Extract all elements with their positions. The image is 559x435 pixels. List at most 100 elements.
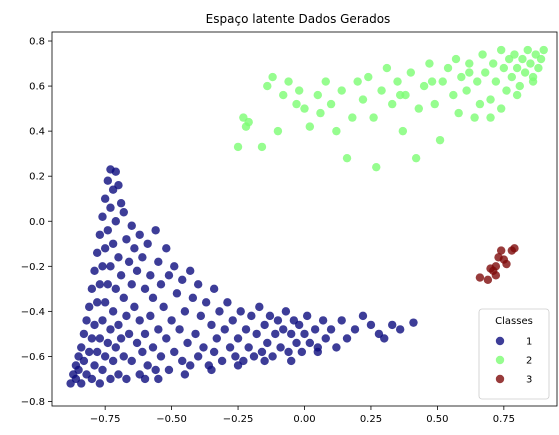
point-series-2 <box>313 90 322 100</box>
point-series-2 <box>491 77 501 86</box>
point-series-1 <box>409 318 418 327</box>
point-series-1 <box>183 338 192 348</box>
x-tick-label: 0.00 <box>293 414 315 425</box>
point-series-2 <box>419 81 429 91</box>
point-series-1 <box>140 329 150 339</box>
point-series-1 <box>135 316 144 325</box>
point-series-2 <box>372 162 381 172</box>
point-series-2 <box>263 81 272 91</box>
point-series-2 <box>233 142 243 152</box>
y-tick-label: −0.2 <box>21 262 45 273</box>
point-series-2 <box>534 63 543 73</box>
point-series-2 <box>425 59 434 68</box>
point-series-2 <box>393 77 402 86</box>
point-series-1 <box>217 356 227 366</box>
point-series-2 <box>268 72 277 82</box>
point-series-2 <box>353 77 362 86</box>
point-series-2 <box>518 54 527 64</box>
point-series-1 <box>119 293 128 303</box>
point-series-2 <box>427 77 437 86</box>
y-tick-label: −0.8 <box>21 397 45 408</box>
point-series-1 <box>98 316 107 325</box>
point-series-1 <box>116 334 126 343</box>
legend: Classes 1 2 3 <box>478 308 550 400</box>
point-series-1 <box>209 284 219 294</box>
point-series-2 <box>526 59 535 68</box>
point-series-1 <box>140 374 150 384</box>
point-series-1 <box>127 356 136 366</box>
y-tick-label: −0.6 <box>21 352 45 363</box>
point-series-1 <box>103 338 113 348</box>
point-series-1 <box>140 284 150 294</box>
point-series-1 <box>162 334 171 343</box>
point-series-1 <box>106 262 115 271</box>
point-series-2 <box>348 113 357 122</box>
point-series-1 <box>90 361 99 370</box>
point-series-1 <box>225 343 235 352</box>
point-series-2 <box>539 45 548 55</box>
point-series-2 <box>364 72 373 82</box>
point-series-1 <box>170 262 179 271</box>
point-series-1 <box>106 374 115 384</box>
legend-box <box>478 308 550 400</box>
point-series-1 <box>151 365 160 375</box>
point-series-1 <box>87 284 97 294</box>
point-series-1 <box>100 352 110 361</box>
point-series-1 <box>98 212 107 221</box>
point-series-2 <box>342 153 352 163</box>
point-series-2 <box>481 68 490 77</box>
point-series-1 <box>247 311 256 321</box>
point-series-1 <box>257 347 267 357</box>
point-series-1 <box>95 379 105 388</box>
legend-marker-2 <box>495 355 505 365</box>
point-series-2 <box>326 99 336 109</box>
x-tick-label: 0.25 <box>360 414 382 425</box>
point-series-2 <box>486 95 495 104</box>
point-series-1 <box>138 347 147 357</box>
x-tick-label: 0.50 <box>426 414 448 425</box>
point-series-1 <box>326 325 336 334</box>
x-tick-label: −0.50 <box>156 414 187 425</box>
point-series-1 <box>172 289 182 298</box>
point-series-3 <box>496 246 506 255</box>
point-series-1 <box>108 307 118 316</box>
point-series-1 <box>114 320 123 330</box>
point-series-1 <box>186 266 195 276</box>
legend-marker-1 <box>495 336 505 346</box>
point-series-2 <box>512 63 522 73</box>
point-series-1 <box>178 356 187 366</box>
point-series-1 <box>175 325 184 334</box>
point-series-1 <box>231 352 240 361</box>
point-series-2 <box>406 68 416 77</box>
point-series-1 <box>148 293 158 303</box>
point-series-1 <box>358 311 368 321</box>
point-series-1 <box>209 347 219 357</box>
point-series-2 <box>244 117 253 127</box>
point-series-2 <box>512 90 522 100</box>
point-series-1 <box>284 347 293 357</box>
point-series-1 <box>90 320 99 330</box>
point-series-1 <box>215 307 224 316</box>
point-series-2 <box>496 45 506 55</box>
chart-title: Espaço latente Dados Gerados <box>206 12 391 26</box>
point-series-1 <box>366 320 376 330</box>
point-series-1 <box>127 280 136 289</box>
point-series-3 <box>475 273 485 282</box>
point-series-1 <box>170 347 179 357</box>
point-series-1 <box>85 302 94 312</box>
point-series-1 <box>388 320 397 330</box>
point-series-1 <box>297 347 307 357</box>
point-series-1 <box>156 352 166 361</box>
point-series-1 <box>271 329 280 339</box>
point-series-1 <box>228 316 237 325</box>
point-series-2 <box>284 77 293 86</box>
point-series-2 <box>321 77 330 86</box>
point-series-2 <box>279 90 288 100</box>
point-series-1 <box>87 334 97 343</box>
point-series-1 <box>279 325 288 334</box>
point-series-1 <box>305 338 315 348</box>
point-series-2 <box>451 54 461 64</box>
point-series-1 <box>263 338 272 348</box>
point-series-1 <box>154 257 163 267</box>
